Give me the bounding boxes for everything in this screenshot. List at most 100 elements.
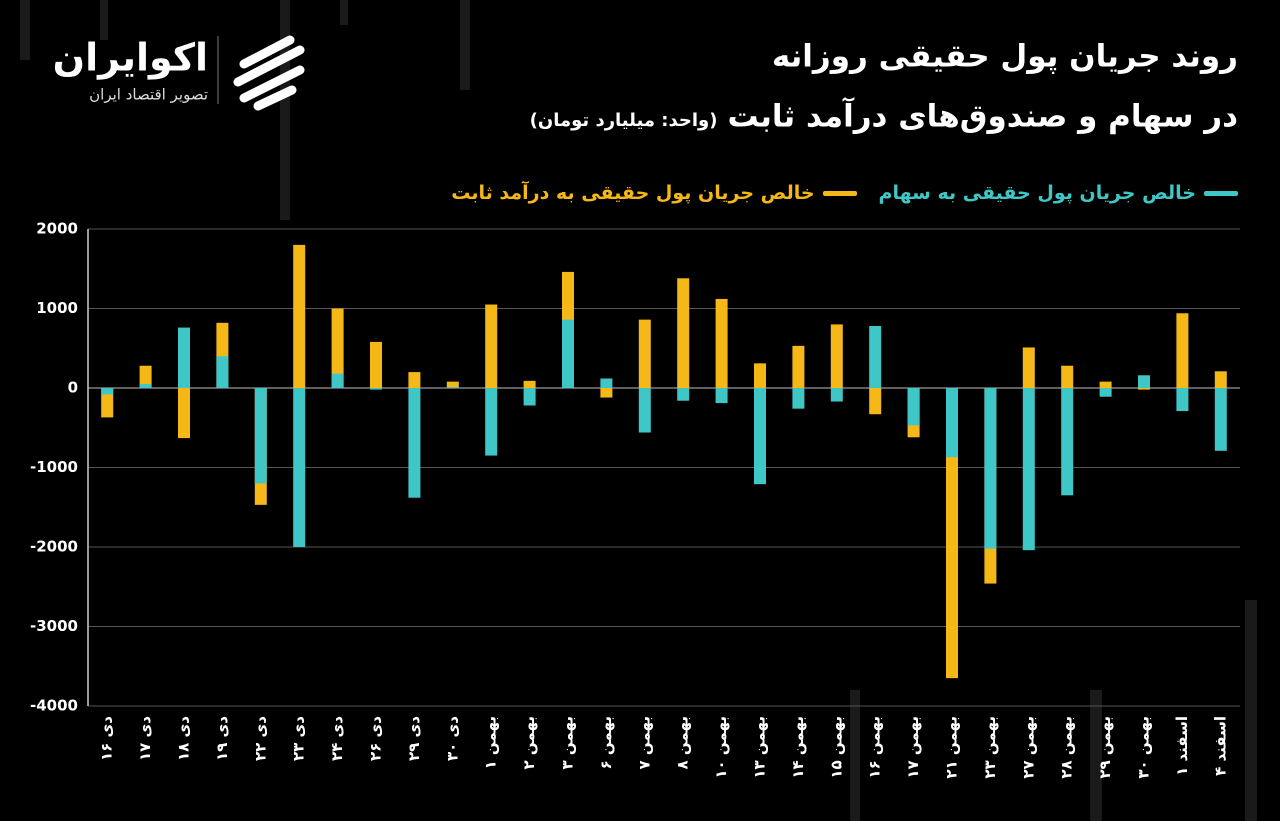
x-tick-label: دی ۲۶ bbox=[367, 716, 385, 761]
bar bbox=[254, 388, 267, 484]
legend-label: خالص جریان پول حقیقی به درآمد ثابت bbox=[451, 182, 815, 204]
legend-item: خالص جریان پول حقیقی به سهام bbox=[879, 182, 1238, 204]
y-tick-label: 0 bbox=[68, 379, 78, 397]
bar bbox=[331, 308, 344, 388]
bar bbox=[869, 388, 882, 415]
bar bbox=[754, 388, 766, 485]
y-tick-label: -3000 bbox=[30, 617, 78, 635]
x-tick-label: بهمن ۱۴ bbox=[789, 716, 807, 779]
bar bbox=[830, 388, 843, 402]
bar bbox=[1061, 365, 1074, 388]
x-tick-label: بهمن ۲۹ bbox=[1096, 716, 1114, 779]
bar bbox=[946, 388, 958, 458]
bar bbox=[293, 388, 306, 547]
x-tick-label: بهمن ۱۰ bbox=[712, 716, 730, 779]
chart-subtitle: در سهام و صندوق‌های درآمد ثابت bbox=[727, 97, 1238, 135]
bar bbox=[485, 304, 498, 388]
x-tick-label: دی ۱۸ bbox=[175, 716, 193, 761]
bar bbox=[677, 278, 690, 388]
bar bbox=[715, 298, 728, 388]
brand-name: اکوایران bbox=[53, 36, 208, 80]
legend-swatch bbox=[1204, 190, 1238, 196]
legend: خالص جریان پول حقیقی به سهام خالص جریان پ… bbox=[451, 182, 1238, 204]
logo-icon bbox=[233, 35, 305, 111]
bar bbox=[1176, 313, 1189, 388]
legend-swatch bbox=[822, 190, 857, 196]
bar bbox=[1061, 388, 1074, 496]
x-tick-label: بهمن ۲۱ bbox=[943, 716, 961, 779]
bar bbox=[715, 388, 728, 404]
bar bbox=[1099, 381, 1112, 388]
bar bbox=[830, 324, 843, 388]
x-tick-label: دی ۱۹ bbox=[213, 716, 231, 761]
x-tick-label: دی ۲۹ bbox=[405, 716, 423, 761]
x-tick-label: بهمن ۲۳ bbox=[981, 716, 999, 779]
x-tick-label: دی ۱۷ bbox=[136, 716, 154, 761]
x-tick-label: دی ۲۳ bbox=[290, 716, 308, 761]
bar bbox=[638, 388, 651, 433]
bar bbox=[178, 388, 190, 439]
bar bbox=[101, 388, 114, 418]
x-tick-label: بهمن ۳ bbox=[559, 716, 577, 769]
background-decor bbox=[20, 0, 1257, 821]
legend-item: خالص جریان پول حقیقی به درآمد ثابت bbox=[451, 182, 857, 204]
bar bbox=[984, 388, 997, 549]
bar bbox=[1214, 388, 1227, 451]
bar bbox=[139, 365, 152, 388]
x-tick-label: بهمن ۲۸ bbox=[1058, 716, 1076, 779]
bar bbox=[869, 325, 882, 388]
bar bbox=[1022, 347, 1035, 388]
x-tick-label: بهمن ۱۷ bbox=[904, 716, 922, 779]
y-tick-label: 2000 bbox=[36, 220, 78, 238]
bar bbox=[1099, 388, 1112, 397]
y-tick-label: 1000 bbox=[36, 299, 78, 317]
bar bbox=[907, 388, 920, 426]
bar bbox=[446, 387, 459, 388]
x-tick-label: بهمن ۱۵ bbox=[827, 716, 845, 779]
bar bbox=[600, 378, 613, 388]
x-tick-label: اسفند ۴ bbox=[1211, 716, 1229, 776]
x-tick-label: بهمن ۱۶ bbox=[866, 716, 884, 779]
bar bbox=[792, 345, 805, 388]
x-tick-label: بهمن ۱۳ bbox=[751, 716, 769, 779]
bar bbox=[600, 388, 613, 398]
unit-note: (واحد: میلیارد تومان) bbox=[530, 110, 718, 131]
x-tick-label: بهمن ۸ bbox=[674, 716, 692, 769]
bar bbox=[1214, 371, 1227, 388]
bar bbox=[293, 244, 306, 388]
bar bbox=[331, 373, 344, 388]
brand-tagline: تصویر اقتصاد ایران bbox=[89, 86, 208, 104]
bar bbox=[370, 388, 382, 390]
bar bbox=[792, 388, 805, 409]
chart-title: روند جریان پول حقیقی روزانه bbox=[772, 39, 1238, 75]
bar bbox=[408, 372, 421, 388]
x-tick-label: بهمن ۲ bbox=[520, 716, 538, 769]
x-tick-label: دی ۳۰ bbox=[443, 716, 461, 761]
bar bbox=[408, 388, 421, 498]
bar bbox=[178, 327, 190, 388]
x-tick-label: دی ۲۲ bbox=[251, 716, 269, 761]
bar bbox=[446, 381, 459, 388]
bar bbox=[1176, 388, 1189, 412]
x-tick-label: بهمن ۷ bbox=[635, 716, 653, 769]
bar bbox=[562, 319, 574, 388]
y-tick-label: -1000 bbox=[30, 458, 78, 476]
bar bbox=[638, 319, 651, 388]
bar bbox=[101, 388, 114, 395]
bar bbox=[485, 388, 498, 456]
bar bbox=[216, 356, 229, 388]
legend-label: خالص جریان پول حقیقی به سهام bbox=[878, 182, 1196, 204]
bar bbox=[946, 388, 958, 679]
x-tick-label: اسفند ۱ bbox=[1173, 716, 1191, 776]
bar bbox=[139, 384, 152, 388]
x-tick-label: دی ۱۶ bbox=[98, 716, 116, 761]
bar bbox=[523, 380, 536, 388]
bar bbox=[754, 363, 766, 388]
x-tick-label: بهمن ۶ bbox=[597, 716, 615, 769]
x-tick-label: بهمن ۳۰ bbox=[1135, 716, 1153, 779]
y-tick-label: -2000 bbox=[30, 538, 78, 556]
bar bbox=[1138, 375, 1150, 388]
bar bbox=[370, 341, 382, 388]
